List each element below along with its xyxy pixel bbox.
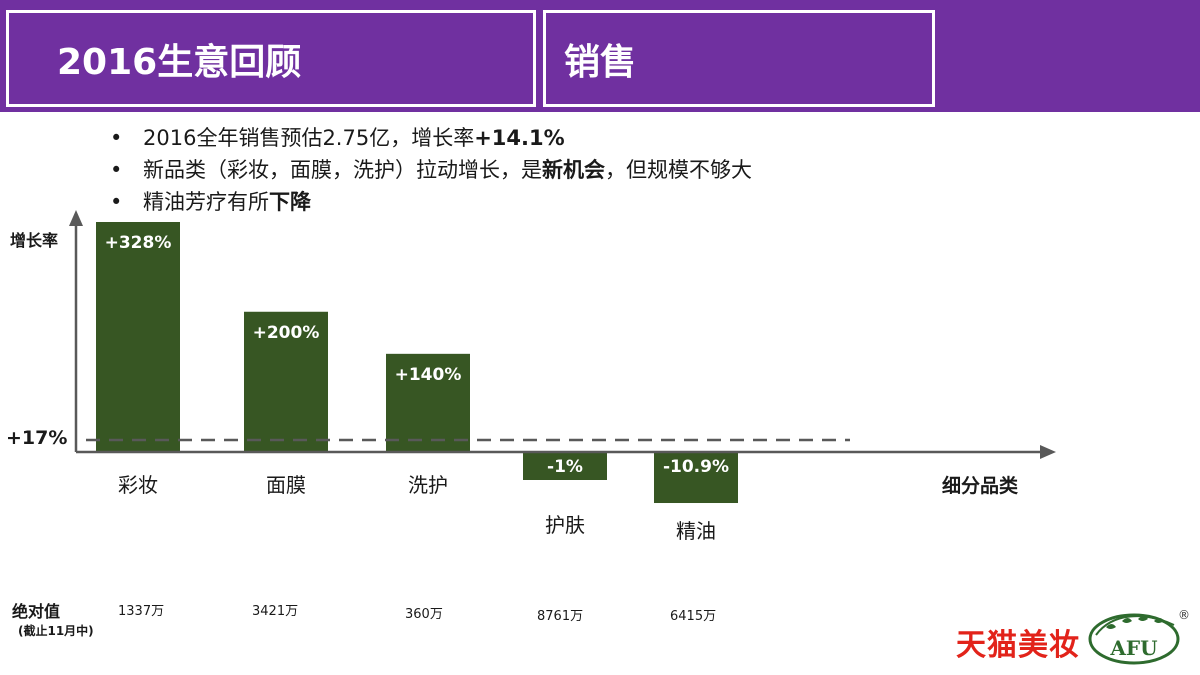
data-label: +328%: [105, 233, 172, 253]
bar-面膜: [244, 311, 328, 452]
bar-护肤: [523, 452, 607, 480]
category-label: 面膜: [266, 473, 306, 497]
x-axis-label: 细分品类: [942, 474, 1018, 497]
absolute-value: 360万: [405, 607, 443, 622]
section-title-text: 销售: [564, 41, 637, 83]
absolute-value-subtitle: (截止11月中): [18, 624, 94, 638]
category-label: 彩妆: [118, 473, 158, 497]
category-label: 洗护: [408, 473, 448, 497]
bullet-item: 2016全年销售预估2.75亿，增长率+14.1%: [110, 122, 752, 154]
data-label: -10.9%: [663, 457, 729, 477]
absolute-value-title: 绝对值: [12, 602, 61, 621]
section-title: 销售: [543, 10, 935, 107]
absolute-value: 1337万: [118, 604, 165, 619]
summary-bullets: 2016全年销售预估2.75亿，增长率+14.1% 新品类（彩妆，面膜，洗护）拉…: [110, 122, 752, 218]
data-label: -1%: [547, 457, 583, 477]
absolute-value: 3421万: [252, 604, 299, 619]
page-title-text: 2016生意回顾: [57, 41, 302, 83]
y-axis-arrow: [69, 210, 83, 226]
bar-精油: [654, 452, 738, 504]
tmall-beauty-logo: 天猫美妆: [956, 628, 1080, 663]
x-axis-arrow: [1040, 445, 1056, 459]
data-label: +200%: [253, 323, 320, 343]
page-title: 2016生意回顾: [6, 10, 536, 107]
y-axis-label: 增长率: [10, 231, 58, 250]
bar-洗护: [386, 353, 470, 452]
afu-logo: AFU ®: [1088, 608, 1190, 665]
absolute-value: 6415万: [670, 609, 717, 624]
category-label: 精油: [676, 519, 716, 543]
registered-mark: ®: [1178, 608, 1190, 622]
reference-line-label: +17%: [6, 427, 67, 449]
bar-彩妆: [96, 222, 180, 452]
growth-bar-chart: 增长率 细分品类 +17% +328% 彩妆 +200% 面膜 +140% 洗护 -1% 护肤…: [6, 210, 1056, 543]
bullet-item: 新品类（彩妆，面膜，洗护）拉动增长，是新机会，但规模不够大: [110, 154, 752, 186]
bullet-item: 精油芳疗有所下降: [110, 186, 752, 218]
category-label: 护肤: [545, 513, 585, 537]
afu-logo-text: AFU: [1109, 636, 1157, 660]
data-label: +140%: [395, 365, 462, 385]
absolute-value: 8761万: [537, 609, 584, 624]
